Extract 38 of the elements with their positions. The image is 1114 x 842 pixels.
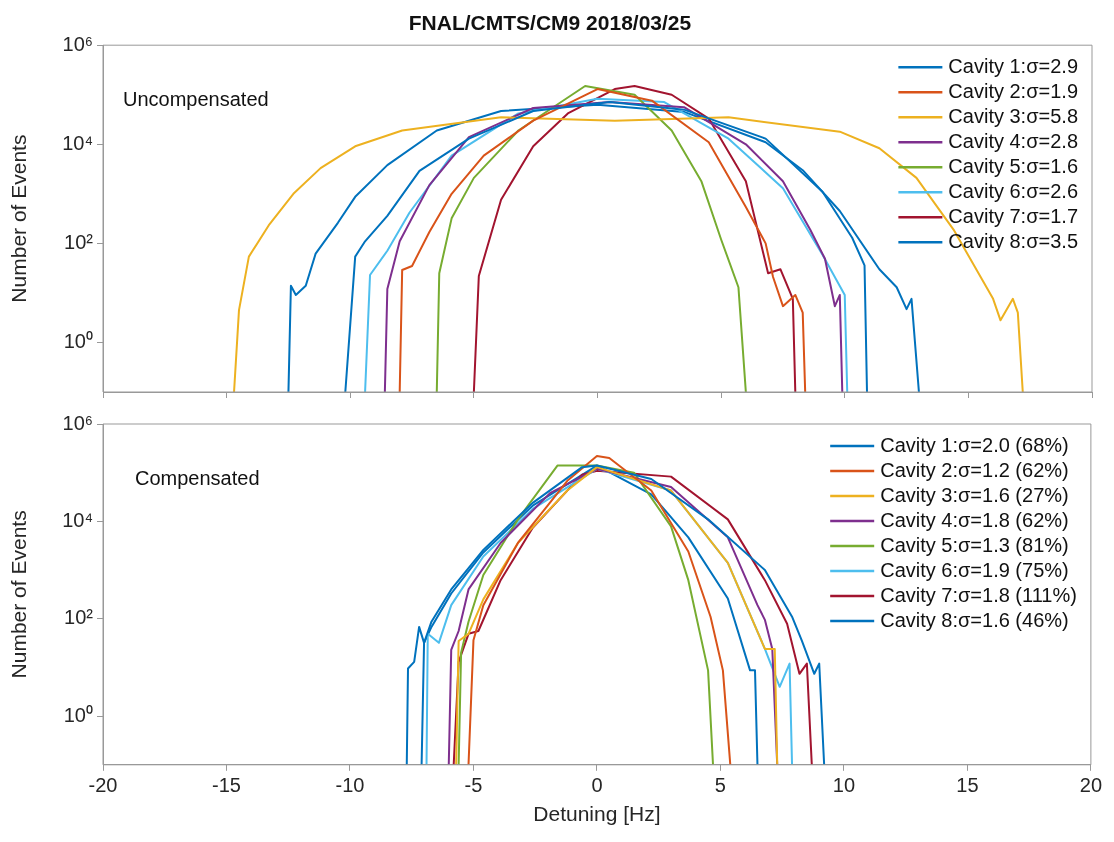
- x-axis-title: Detuning [Hz]: [533, 802, 661, 826]
- y-tick-label: 10⁰: [63, 703, 93, 726]
- legend-label: Cavity 3:σ=5.8: [948, 104, 1079, 127]
- legend-label: Cavity 1:σ=2.9: [948, 54, 1079, 77]
- x-tick-label: -5: [464, 774, 483, 797]
- x-tick-label: 5: [714, 774, 726, 797]
- y-axis-title: Number of Events: [7, 510, 31, 679]
- x-tick-label: -10: [335, 774, 365, 797]
- legend-label: Cavity 1:σ=2.0 (68%): [880, 433, 1069, 456]
- legend-label: Cavity 4:σ=2.8: [948, 129, 1079, 152]
- legend-label: Cavity 4:σ=1.8 (62%): [880, 508, 1069, 531]
- annotation: Uncompensated: [123, 87, 269, 110]
- y-tick-label: 10⁶: [62, 32, 93, 55]
- legend-label: Cavity 6:σ=2.6: [948, 179, 1079, 202]
- x-tick-label: -15: [212, 774, 241, 797]
- x-tick-label: 15: [956, 774, 979, 797]
- x-tick-label: -20: [88, 774, 118, 797]
- legend-label: Cavity 5:σ=1.6: [948, 154, 1079, 177]
- legend-label: Cavity 3:σ=1.6 (27%): [880, 483, 1069, 506]
- legend-label: Cavity 7:σ=1.8 (111%): [880, 583, 1077, 606]
- legend-label: Cavity 2:σ=1.2 (62%): [880, 458, 1069, 481]
- legend-label: Cavity 2:σ=1.9: [948, 79, 1079, 102]
- legend-label: Cavity 7:σ=1.7: [948, 204, 1079, 227]
- y-tick-label: 10⁴: [62, 131, 93, 154]
- legend-label: Cavity 5:σ=1.3 (81%): [880, 533, 1069, 556]
- x-tick-label: 10: [832, 774, 856, 797]
- annotation: Compensated: [135, 466, 260, 489]
- y-axis-title: Number of Events: [7, 134, 31, 303]
- y-tick-label: 10⁰: [63, 329, 93, 352]
- legend-label: Cavity 8:σ=1.6 (46%): [880, 608, 1069, 631]
- x-tick-label: 20: [1079, 774, 1102, 797]
- chart-title: FNAL/CMTS/CM9 2018/03/25: [408, 11, 692, 35]
- legend-label: Cavity 6:σ=1.9 (75%): [880, 558, 1069, 581]
- x-tick-label: 0: [591, 774, 603, 797]
- y-tick-label: 10⁴: [62, 508, 93, 531]
- y-tick-label: 10²: [64, 606, 94, 629]
- y-tick-label: 10⁶: [62, 411, 93, 434]
- y-tick-label: 10²: [64, 230, 94, 253]
